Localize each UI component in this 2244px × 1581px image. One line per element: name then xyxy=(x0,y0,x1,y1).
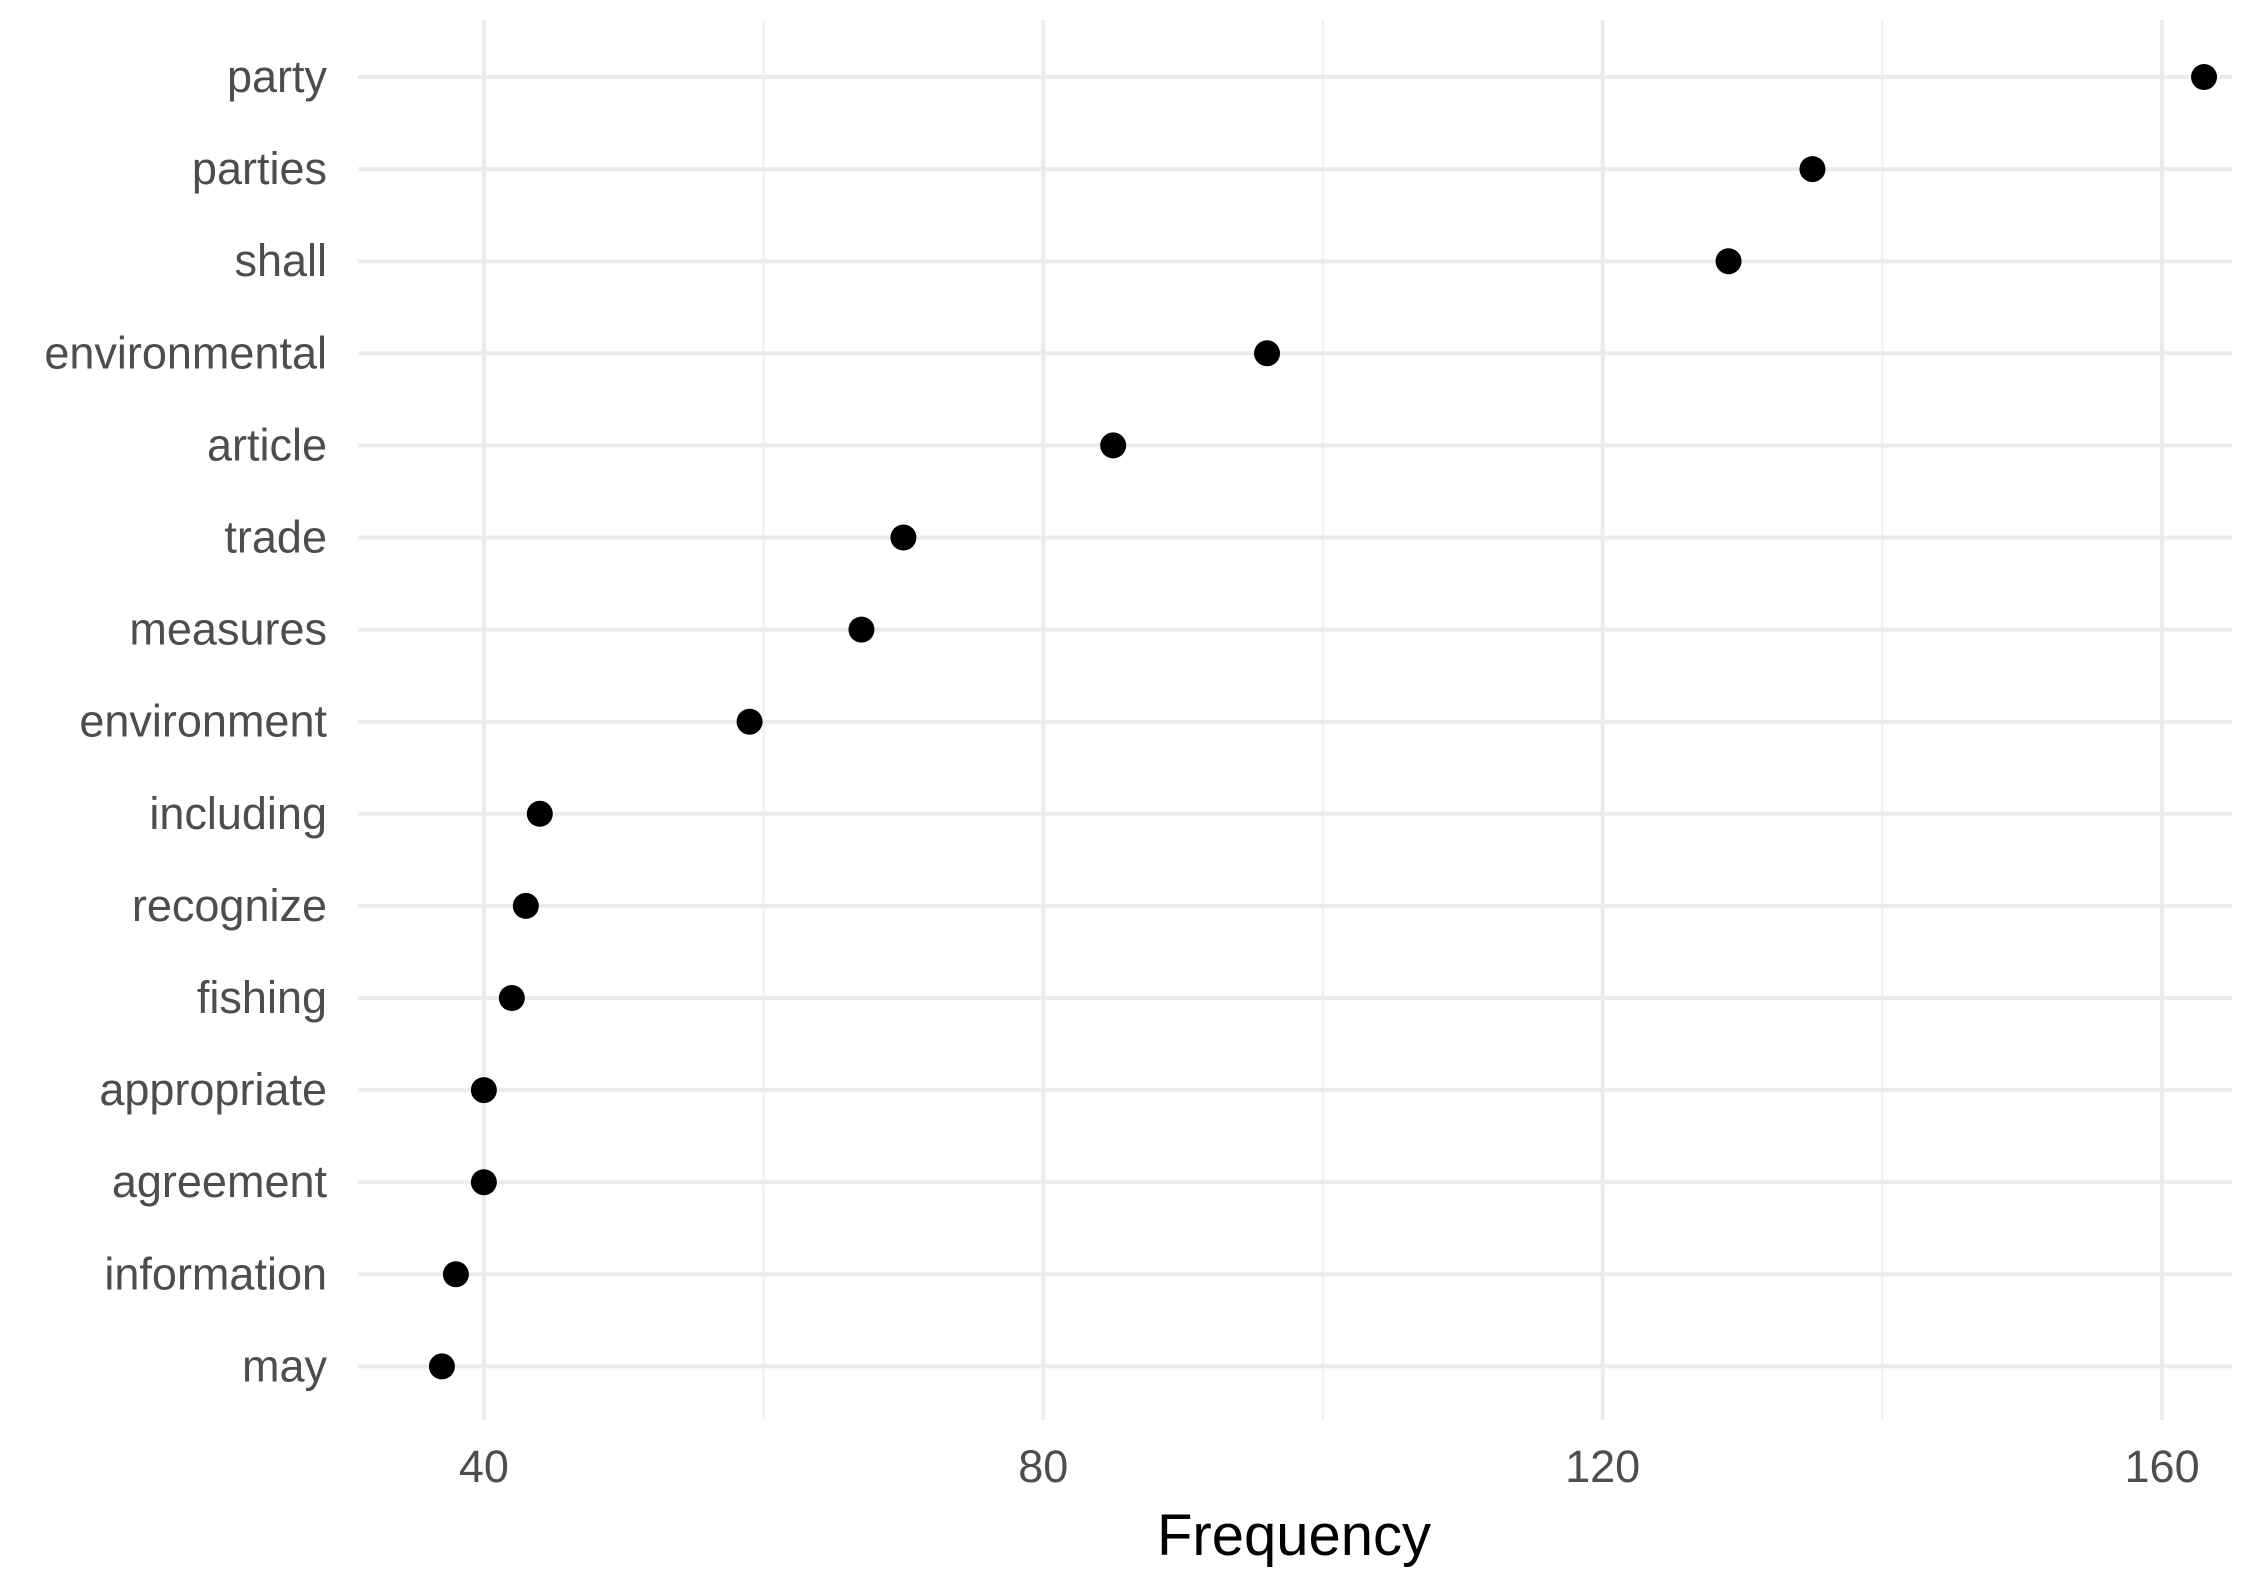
data-point xyxy=(498,985,525,1011)
x-tick-label: 120 xyxy=(1565,1441,1640,1492)
y-tick-label: recognize xyxy=(132,880,327,931)
y-tick-label: information xyxy=(104,1248,327,1299)
y-tick-label: shall xyxy=(234,235,327,286)
y-tick-label: article xyxy=(207,419,327,470)
data-points xyxy=(428,64,2218,1380)
data-point xyxy=(1715,248,1742,275)
data-point xyxy=(526,800,553,827)
data-point xyxy=(1100,432,1127,459)
x-tick-label: 160 xyxy=(2125,1441,2200,1492)
y-tick-label: agreement xyxy=(112,1156,328,1207)
y-tick-label: including xyxy=(149,788,327,839)
data-point xyxy=(442,1261,469,1288)
y-tick-label: party xyxy=(227,51,328,102)
x-tick-label: 40 xyxy=(459,1441,509,1492)
data-point xyxy=(428,1353,455,1380)
y-tick-label: environment xyxy=(79,696,327,747)
data-point xyxy=(848,616,875,643)
data-point xyxy=(470,1077,497,1104)
x-axis-tick-labels: 40 80 120 160 xyxy=(459,1441,2200,1492)
y-tick-label: parties xyxy=(192,143,327,194)
data-point xyxy=(2191,64,2218,90)
y-tick-label: may xyxy=(242,1340,328,1391)
data-point xyxy=(1254,340,1281,367)
y-axis-tick-labels: party parties shall environmental article tra… xyxy=(44,51,327,1391)
y-tick-label: environmental xyxy=(44,327,327,378)
data-point xyxy=(1799,156,1826,183)
gridlines xyxy=(358,20,2232,1420)
y-tick-label: fishing xyxy=(197,972,327,1023)
data-point xyxy=(736,708,763,735)
x-axis-title: Frequency xyxy=(1157,1503,1431,1568)
y-tick-label: appropriate xyxy=(99,1064,327,1115)
data-point xyxy=(890,524,917,551)
y-tick-label: measures xyxy=(129,604,327,655)
data-point xyxy=(470,1169,497,1196)
data-point xyxy=(512,892,539,919)
y-tick-label: trade xyxy=(224,512,327,563)
x-tick-label: 80 xyxy=(1018,1441,1068,1492)
